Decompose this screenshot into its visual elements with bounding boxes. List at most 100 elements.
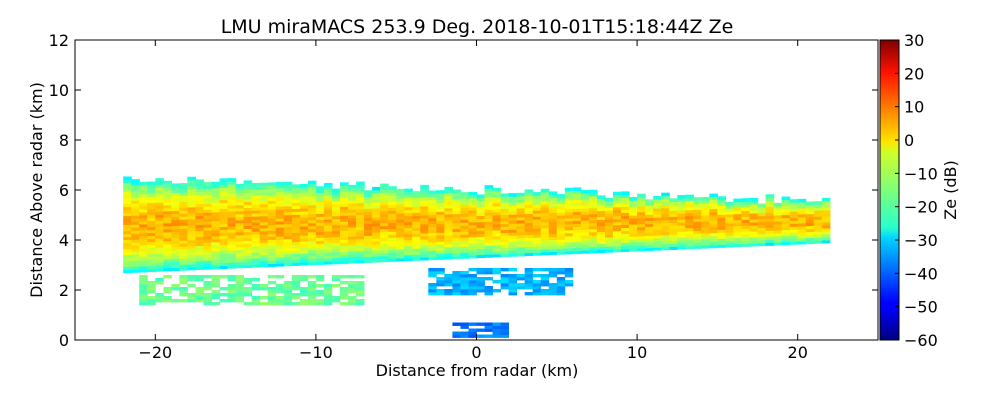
ze-cell: [709, 244, 718, 249]
ze-cell: [404, 230, 413, 235]
ze-cell: [404, 245, 413, 250]
ze-cell: [323, 257, 333, 262]
ze-cell: [532, 207, 542, 211]
ze-cell: [436, 244, 445, 248]
ze-cell: [275, 224, 285, 228]
ze-cell: [267, 290, 277, 294]
ze-cell: [492, 334, 501, 338]
ze-cell: [564, 190, 574, 195]
ze-cell: [203, 218, 213, 222]
ze-cell: [444, 255, 454, 260]
ze-cell: [677, 245, 686, 250]
ze-cell: [508, 247, 518, 251]
ze-cell: [460, 249, 470, 253]
ze-cell: [396, 206, 405, 211]
ze-cell: [251, 225, 261, 229]
ze-cell: [765, 212, 775, 216]
ze-cell: [235, 240, 245, 245]
ze-cell: [460, 204, 470, 208]
ze-cell: [789, 205, 799, 209]
ze-cell: [283, 302, 293, 306]
ze-cell: [139, 293, 148, 297]
ze-cell: [179, 204, 189, 208]
ze-cell: [564, 244, 574, 249]
ze-cell: [259, 302, 269, 306]
ze-cell: [677, 209, 686, 214]
ze-cell: [460, 286, 469, 290]
ze-cell: [396, 254, 405, 259]
ze-cell: [163, 222, 172, 227]
ze-cell: [219, 196, 229, 201]
ze-cell: [621, 230, 630, 234]
ze-cell: [540, 227, 550, 232]
ze-cell: [195, 182, 205, 187]
ze-cell: [588, 216, 598, 221]
ze-cell: [476, 200, 486, 205]
ze-cell: [653, 226, 662, 230]
ze-cell: [725, 207, 735, 212]
ze-cell: [235, 204, 245, 209]
ze-cell: [147, 287, 156, 291]
ze-cell: [291, 296, 301, 300]
ze-cell: [307, 183, 317, 188]
ze-cell: [725, 213, 735, 218]
ze-cell: [613, 230, 622, 235]
ze-cell: [299, 190, 309, 194]
ze-cell: [163, 290, 172, 294]
ze-cell: [693, 215, 702, 219]
ze-cell: [452, 243, 462, 248]
y-tick-label: 8: [59, 131, 69, 150]
ze-cell: [331, 299, 341, 303]
ze-cell: [123, 266, 132, 271]
ze-cell: [484, 191, 494, 195]
ze-cell: [613, 221, 622, 226]
ze-cell: [508, 214, 518, 218]
ze-cell: [155, 250, 164, 254]
ze-cell: [420, 196, 429, 201]
ze-cell: [596, 195, 606, 199]
ze-cell: [420, 193, 429, 198]
ze-cell: [508, 238, 518, 242]
ze-cell: [147, 247, 156, 252]
ze-cell: [548, 251, 558, 256]
ze-cell: [717, 199, 727, 203]
ze-cell: [275, 302, 285, 306]
ze-cell: [267, 242, 277, 246]
ze-cell: [163, 204, 172, 209]
ze-cell: [693, 212, 702, 216]
ze-cell: [444, 192, 454, 197]
ze-cell: [556, 212, 566, 216]
ze-cell: [203, 275, 212, 279]
ze-cell: [299, 241, 309, 245]
ze-cell: [452, 189, 462, 194]
ze-cell: [741, 231, 751, 235]
y-axis-label: Distance Above radar (km): [27, 82, 46, 298]
ze-cell: [331, 188, 341, 193]
ze-cell: [629, 230, 638, 234]
ze-cell: [733, 201, 743, 206]
ze-cell: [508, 289, 518, 293]
ze-cell: [275, 254, 285, 258]
ze-cell: [749, 236, 759, 241]
ze-cell: [323, 293, 333, 297]
ze-cell: [476, 271, 485, 275]
ze-cell: [436, 190, 445, 194]
ze-cell: [596, 246, 606, 250]
ze-cell: [187, 230, 197, 235]
ze-cell: [291, 253, 301, 257]
ze-cell: [179, 231, 189, 235]
ze-cell: [243, 261, 253, 265]
ze-cell: [548, 274, 558, 278]
ze-cell: [580, 214, 590, 218]
ze-cell: [283, 202, 293, 207]
ze-cell: [548, 203, 558, 208]
ze-cell: [163, 207, 172, 212]
ze-cell: [564, 235, 574, 240]
ze-cell: [339, 191, 349, 195]
ze-cell: [580, 235, 590, 239]
ze-cell: [131, 251, 140, 255]
ze-cell: [275, 290, 285, 294]
ze-cell: [179, 210, 189, 214]
ze-cell: [187, 200, 197, 205]
ze-cell: [701, 205, 710, 210]
